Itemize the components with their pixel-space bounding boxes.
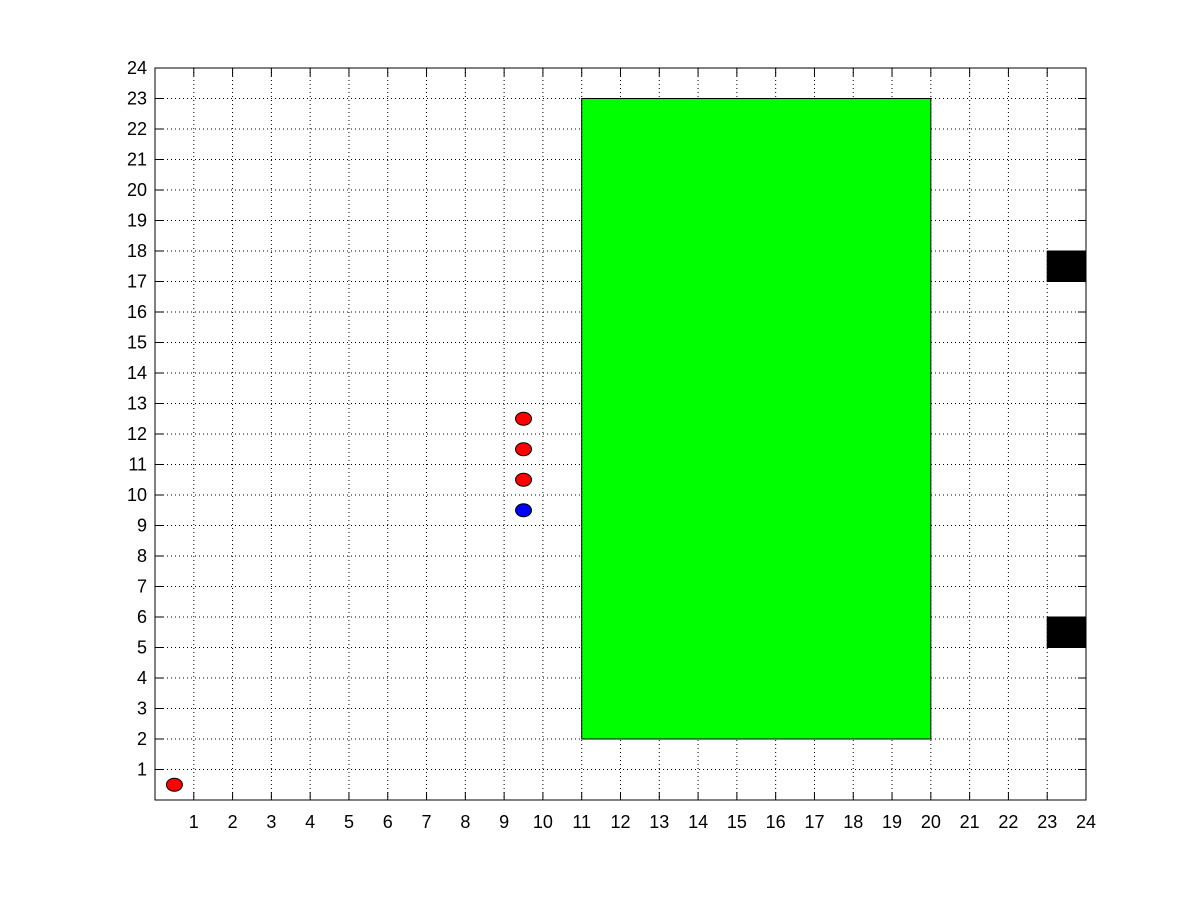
x-tick-label: 3 [266,812,276,832]
y-tick-label: 1 [137,760,147,780]
x-tick-label: 12 [610,812,630,832]
y-tick-label: 2 [137,729,147,749]
x-tick-label: 7 [422,812,432,832]
x-tick-label: 13 [649,812,669,832]
points [165,411,533,792]
y-tick-label: 16 [127,302,147,322]
y-tick-label: 17 [127,272,147,292]
y-tick-label: 6 [137,607,147,627]
y-tick-label: 18 [127,241,147,261]
x-tick-label: 10 [533,812,553,832]
x-tick-label: 16 [766,812,786,832]
x-tick-label: 11 [572,812,591,832]
x-tick-label: 18 [843,812,863,832]
y-tick-label: 24 [127,58,147,78]
green-region [581,98,932,740]
x-tick-label: 17 [804,812,824,832]
x-tick-label: 21 [960,812,980,832]
x-tick-label: 20 [921,812,941,832]
x-tick-label: 23 [1037,812,1057,832]
x-tick-label: 24 [1076,812,1096,832]
x-tick-label: 4 [305,812,315,832]
x-tick-label: 19 [882,812,902,832]
y-tick-label: 3 [137,699,147,719]
y-tick-label: 19 [127,211,147,231]
y-tick-label: 20 [127,180,147,200]
red-point [515,442,533,457]
x-tick-label: 14 [688,812,708,832]
y-tick-label: 12 [127,424,147,444]
y-tick-label: 4 [137,668,147,688]
y-tick-label: 10 [127,485,147,505]
x-tick-labels: 1 2 3 4 5 6 7 8 9 10 11 12 13 14 15 16 17 18 19 20 21 22 23 24 [189,812,1096,832]
x-tick-label: 2 [228,812,238,832]
y-tick-label: 11 [128,455,147,475]
y-tick-label: 21 [127,150,147,170]
x-tick-label: 22 [998,812,1018,832]
black-block [1046,616,1087,648]
red-point [515,472,533,487]
x-tick-label: 8 [460,812,470,832]
y-tick-label: 5 [137,638,147,658]
y-tick-label: 15 [127,333,147,353]
red-point [515,411,533,426]
blue-point [515,503,533,518]
x-tick-label: 6 [383,812,393,832]
y-tick-label: 8 [137,546,147,566]
black-block [1046,250,1087,282]
ticks [155,67,1087,800]
x-tick-label: 15 [727,812,747,832]
y-tick-label: 13 [127,394,147,414]
x-tick-label: 5 [344,812,354,832]
x-tick-label: 1 [189,812,199,832]
y-tick-label: 14 [127,363,147,383]
y-tick-label: 22 [127,119,147,139]
y-tick-label: 23 [127,89,147,109]
rectangles [581,98,1087,740]
red-point [165,777,183,792]
y-tick-label: 9 [137,516,147,536]
y-tick-label: 7 [137,577,147,597]
x-tick-label: 9 [499,812,509,832]
